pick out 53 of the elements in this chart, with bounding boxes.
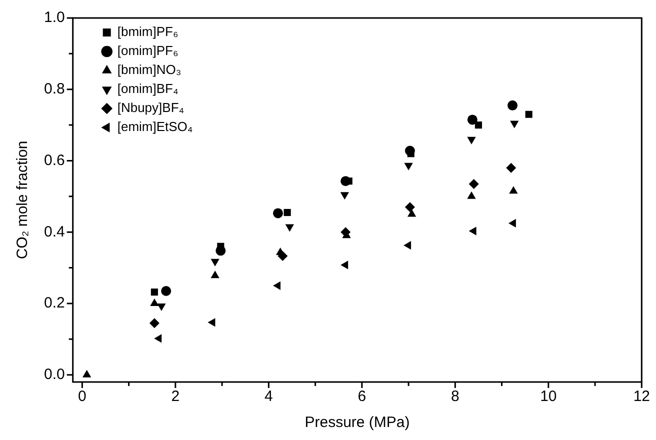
point (407, 209, 416, 217)
point (508, 100, 518, 110)
x-tick-label: 12 (633, 388, 650, 406)
y-tick-label: 0.8 (44, 80, 65, 98)
point (272, 208, 283, 218)
point (404, 202, 415, 212)
point (467, 114, 478, 125)
point (474, 122, 482, 129)
legend-label: [Nbupy]BF₄ (117, 100, 184, 116)
point (157, 303, 166, 311)
y-tick-label: 0.6 (44, 152, 65, 169)
legend-label: [bmim]PF₆ (117, 24, 178, 40)
legend-label: [omim]PF₆ (117, 43, 178, 58)
point (272, 281, 280, 290)
point (208, 318, 216, 327)
point (150, 288, 158, 296)
point (508, 218, 516, 228)
y-tick-label: 0.2 (44, 294, 65, 312)
x-tick-label: 6 (358, 388, 366, 406)
point (161, 286, 172, 296)
legend-label: [emim]EtSO₄ (117, 119, 193, 134)
x-tick-label: 10 (540, 388, 557, 406)
y-axis-title: CO₂ mole fraction (14, 140, 32, 260)
point (340, 192, 349, 200)
y-tick-label: 0.0 (44, 366, 65, 384)
legend-label: [omim]BF₄ (117, 81, 178, 96)
y-tick-label: 1.0 (44, 9, 65, 26)
point (150, 298, 159, 306)
point (506, 162, 516, 173)
point (509, 186, 518, 194)
point (210, 258, 220, 266)
point (510, 120, 519, 128)
point (340, 260, 348, 270)
x-tick-label: 8 (450, 388, 460, 406)
x-axis-title: Pressure (MPa) (304, 414, 410, 432)
point (210, 270, 220, 278)
point (284, 208, 291, 216)
point (467, 191, 476, 199)
point (468, 178, 479, 189)
point (404, 240, 412, 250)
point (467, 136, 476, 144)
legend-label: [bmim]NO₃ (117, 62, 182, 78)
point (404, 162, 413, 170)
point (149, 318, 160, 328)
point (525, 110, 532, 118)
x-tick-label: 2 (171, 388, 180, 406)
x-tick-label: 0 (78, 388, 86, 406)
point (82, 370, 92, 378)
y-tick-label: 0.4 (44, 223, 65, 240)
point (285, 224, 294, 232)
x-tick-label: 4 (264, 388, 273, 406)
point (154, 334, 162, 343)
point (468, 226, 476, 236)
